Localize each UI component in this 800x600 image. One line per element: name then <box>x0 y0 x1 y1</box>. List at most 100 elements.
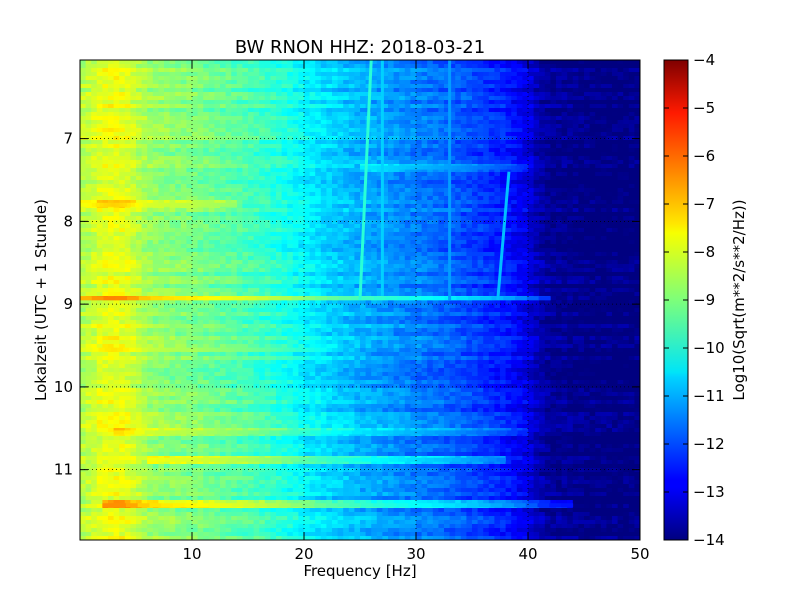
heatmap-cell <box>371 204 378 209</box>
heatmap-cell <box>544 68 551 73</box>
heatmap-cell <box>432 96 439 101</box>
heatmap-cell <box>628 176 635 181</box>
heatmap-cell <box>516 116 523 121</box>
heatmap-cell <box>292 92 299 97</box>
heatmap-cell <box>584 200 590 205</box>
heatmap-cell <box>578 144 585 149</box>
heatmap-cell <box>80 100 86 105</box>
heatmap-cell <box>505 76 512 81</box>
heatmap-cell <box>175 144 182 149</box>
heatmap-cell <box>606 152 613 157</box>
heatmap-cell <box>511 220 518 225</box>
heatmap-cell <box>404 204 411 209</box>
heatmap-cell <box>578 176 585 181</box>
heatmap-cell <box>550 136 557 141</box>
heatmap-cell <box>399 192 406 197</box>
heatmap-cell <box>477 120 484 125</box>
heatmap-cell <box>85 148 92 153</box>
heatmap-cell <box>220 128 226 133</box>
heatmap-cell <box>460 60 467 65</box>
heatmap-cell <box>388 192 394 197</box>
heatmap-cell <box>164 216 170 221</box>
heatmap-cell <box>309 176 316 181</box>
heatmap-cell <box>522 144 529 149</box>
heatmap-cell <box>264 240 271 245</box>
heatmap-cell <box>438 124 445 129</box>
heatmap-cell <box>276 164 282 169</box>
heatmap-cell <box>556 148 562 153</box>
heatmap-cell <box>203 76 210 81</box>
heatmap-cell <box>348 168 355 173</box>
heatmap-cell <box>236 140 243 145</box>
heatmap-cell <box>572 108 579 113</box>
heatmap-cell <box>242 240 249 245</box>
heatmap-cell <box>304 172 310 177</box>
heatmap-cell <box>220 152 226 157</box>
heatmap-cell <box>281 84 288 89</box>
heatmap-cell <box>220 88 226 93</box>
heatmap-cell <box>270 172 277 177</box>
heatmap-cell <box>528 92 534 97</box>
heatmap-cell <box>270 132 277 137</box>
heatmap-cell <box>259 160 266 165</box>
heatmap-cell <box>136 128 142 133</box>
heatmap-cell <box>96 128 103 133</box>
heatmap-cell <box>96 76 103 81</box>
heatmap-cell <box>544 100 551 105</box>
heatmap-cell <box>432 104 439 109</box>
heatmap-cell <box>80 112 86 117</box>
heatmap-cell <box>533 108 540 113</box>
heatmap-cell <box>186 180 193 185</box>
heatmap-cell <box>561 72 568 77</box>
heatmap-cell <box>382 72 389 77</box>
heatmap-cell <box>225 168 232 173</box>
heatmap-cell <box>572 112 579 117</box>
heatmap-cell <box>96 144 103 149</box>
heatmap-cell <box>164 68 170 73</box>
heatmap-cell <box>147 120 154 125</box>
heatmap-cell <box>270 244 277 249</box>
heatmap-cell <box>438 60 445 65</box>
heatmap-cell <box>556 132 562 137</box>
heatmap-cell <box>466 152 473 157</box>
heatmap-cell <box>259 240 266 245</box>
heatmap-cell <box>315 160 322 165</box>
heatmap-cell <box>556 176 562 181</box>
heatmap-cell <box>455 220 462 225</box>
heatmap-cell <box>421 160 428 165</box>
heatmap-cell <box>214 108 221 113</box>
heatmap-cell <box>376 248 383 253</box>
heatmap-cell <box>483 236 490 241</box>
heatmap-cell <box>292 248 299 253</box>
heatmap-cell <box>584 136 590 141</box>
heatmap-cell <box>192 152 198 157</box>
heatmap-cell <box>561 124 568 129</box>
heatmap-cell <box>477 88 484 93</box>
heatmap-cell <box>214 88 221 93</box>
heatmap-cell <box>572 232 579 237</box>
heatmap-cell <box>332 120 338 125</box>
heatmap-cell <box>550 160 557 165</box>
heatmap-cell <box>315 124 322 129</box>
heatmap-cell <box>304 120 310 125</box>
heatmap-cell <box>270 248 277 253</box>
heatmap-cell <box>511 172 518 177</box>
heatmap-cell <box>96 228 103 233</box>
heatmap-cell <box>365 212 372 217</box>
heatmap-cell <box>449 220 456 225</box>
heatmap-cell <box>236 132 243 137</box>
heatmap-cell <box>124 236 131 241</box>
heatmap-cell <box>522 128 529 133</box>
heatmap-cell <box>595 124 602 129</box>
heatmap-cell <box>578 88 585 93</box>
heatmap-cell <box>91 184 98 189</box>
heatmap-cell <box>600 68 607 73</box>
heatmap-cell <box>169 88 176 93</box>
heatmap-cell <box>309 184 316 189</box>
heatmap-cell <box>556 188 562 193</box>
heatmap-cell <box>203 108 210 113</box>
heatmap-cell <box>455 96 462 101</box>
heatmap-cell <box>113 160 120 165</box>
heatmap-cell <box>578 72 585 77</box>
heatmap-cell <box>264 204 271 209</box>
